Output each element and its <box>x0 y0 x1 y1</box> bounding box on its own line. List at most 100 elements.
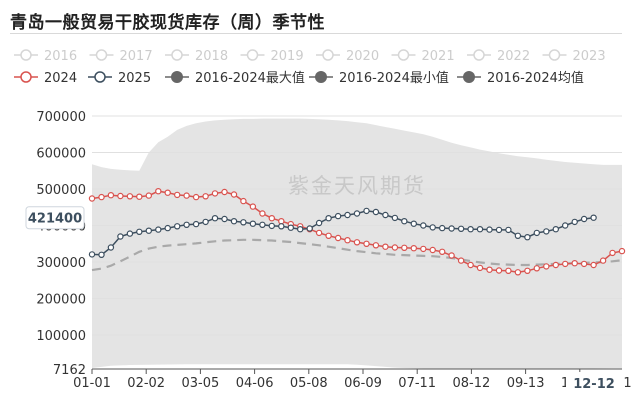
series-2024-point[interactable] <box>552 261 560 269</box>
series-2025-point[interactable] <box>571 218 578 226</box>
series-2024-point[interactable] <box>192 193 200 201</box>
series-2025-point[interactable] <box>107 244 115 251</box>
series-2025-point[interactable] <box>476 225 484 233</box>
series-2025-point[interactable] <box>533 229 541 237</box>
series-2024-point[interactable] <box>543 263 550 270</box>
series-2024-point[interactable] <box>325 232 332 239</box>
series-2025-point[interactable] <box>439 224 446 232</box>
series-2025-point[interactable] <box>353 210 361 217</box>
series-2025-point[interactable] <box>382 211 389 219</box>
series-2025-point[interactable] <box>221 215 228 223</box>
legend-marker-4[interactable] <box>463 71 475 83</box>
series-2024-point[interactable] <box>221 188 228 196</box>
series-2025-point[interactable] <box>249 220 257 227</box>
legend-marker-1[interactable] <box>94 71 106 83</box>
series-2025-point[interactable] <box>183 221 190 228</box>
series-2025-point[interactable] <box>524 233 531 241</box>
series-2025-point[interactable] <box>155 226 162 233</box>
series-2024-point[interactable] <box>136 193 143 200</box>
series-2024-point[interactable] <box>609 249 616 257</box>
series-2024-point[interactable] <box>126 193 134 200</box>
series-2024-point[interactable] <box>391 244 399 251</box>
series-2025-point[interactable] <box>391 214 399 222</box>
series-2024-point[interactable] <box>505 267 512 274</box>
series-2025-point[interactable] <box>410 220 417 227</box>
series-2024-point[interactable] <box>533 265 541 272</box>
series-2025-point[interactable] <box>372 208 380 216</box>
series-2025-point[interactable] <box>287 224 294 231</box>
series-2025-point[interactable] <box>297 225 304 233</box>
series-2025-point[interactable] <box>514 232 522 239</box>
legend-marker-2016[interactable] <box>20 49 32 61</box>
series-2025-point[interactable] <box>505 226 512 234</box>
series-2024-point[interactable] <box>420 245 427 253</box>
series-2025-point[interactable] <box>448 225 455 232</box>
series-2024-point[interactable] <box>278 217 285 225</box>
series-2025-point[interactable] <box>429 224 436 231</box>
series-2024-point[interactable] <box>382 243 389 250</box>
series-2024-point[interactable] <box>363 240 370 247</box>
series-2025-point[interactable] <box>344 211 351 219</box>
legend-marker-2019[interactable] <box>246 49 259 61</box>
series-2025-point[interactable] <box>325 214 332 222</box>
series-2024-point[interactable] <box>344 236 351 244</box>
series-2025-point[interactable] <box>495 226 503 234</box>
series-2024-point[interactable] <box>98 193 105 201</box>
series-2025-point[interactable] <box>457 225 465 232</box>
series-2025-point[interactable] <box>268 222 275 230</box>
series-2024-point[interactable] <box>183 192 190 199</box>
series-2025-point[interactable] <box>211 214 219 222</box>
series-2025-point[interactable] <box>145 227 152 234</box>
series-2024-point[interactable] <box>580 260 588 268</box>
series-2024-point[interactable] <box>618 247 626 255</box>
series-2025-point[interactable] <box>88 251 96 258</box>
series-2025-point[interactable] <box>315 219 323 227</box>
series-2024-point[interactable] <box>410 244 417 252</box>
series-2024-point[interactable] <box>259 210 266 217</box>
series-2024-point[interactable] <box>486 266 493 273</box>
series-2024-point[interactable] <box>495 267 503 274</box>
series-2025-point[interactable] <box>117 233 124 240</box>
series-2024-point[interactable] <box>164 189 171 196</box>
series-2025-point[interactable] <box>552 225 560 233</box>
series-2025-point[interactable] <box>334 212 342 220</box>
series-2024-point[interactable] <box>240 197 247 205</box>
series-2025-point[interactable] <box>98 251 105 258</box>
series-2025-point[interactable] <box>164 224 171 232</box>
series-2025-point[interactable] <box>401 217 408 225</box>
series-2024-point[interactable] <box>429 246 436 254</box>
series-2025-point[interactable] <box>363 207 370 215</box>
series-2024-point[interactable] <box>334 234 342 242</box>
series-2024-point[interactable] <box>211 190 219 197</box>
series-2024-point[interactable] <box>476 264 484 272</box>
series-2025-point[interactable] <box>230 217 238 225</box>
legend-marker-2[interactable] <box>171 71 183 83</box>
legend-marker-2022[interactable] <box>473 49 485 61</box>
series-2024-point[interactable] <box>145 192 152 199</box>
series-2024-point[interactable] <box>353 239 361 246</box>
series-2024-point[interactable] <box>230 191 238 198</box>
series-2025-point[interactable] <box>590 214 597 221</box>
legend-marker-2021[interactable] <box>397 49 410 61</box>
series-2025-point[interactable] <box>420 222 427 229</box>
series-2024-point[interactable] <box>401 244 408 251</box>
series-2024-point[interactable] <box>467 261 474 269</box>
series-2025-point[interactable] <box>173 223 181 230</box>
series-2025-point[interactable] <box>136 228 143 235</box>
series-2024-point[interactable] <box>599 257 607 264</box>
series-2025-point[interactable] <box>543 228 550 235</box>
legend-marker-2018[interactable] <box>171 49 183 61</box>
series-2025-point[interactable] <box>202 218 209 226</box>
series-2024-point[interactable] <box>202 193 209 200</box>
series-2024-point[interactable] <box>439 248 446 255</box>
series-2025-point[interactable] <box>126 230 134 237</box>
series-2024-point[interactable] <box>88 195 96 202</box>
series-2025-point[interactable] <box>278 223 285 230</box>
legend-marker-3[interactable] <box>315 71 327 83</box>
series-2024-point[interactable] <box>173 191 181 199</box>
series-2024-point[interactable] <box>155 187 162 195</box>
series-2025-point[interactable] <box>192 220 200 228</box>
series-2025-point[interactable] <box>306 225 313 232</box>
series-2024-point[interactable] <box>268 214 275 222</box>
series-2025-point[interactable] <box>562 222 569 229</box>
